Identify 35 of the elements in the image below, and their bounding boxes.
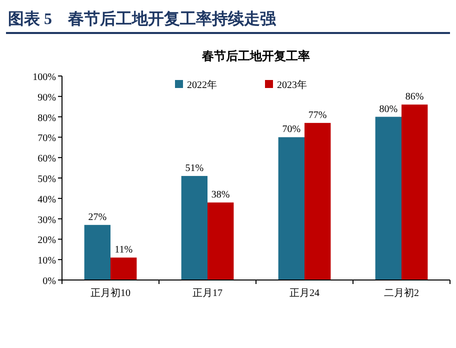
y-tick-label: 60% <box>38 154 56 165</box>
data-label: 70% <box>282 124 301 136</box>
y-tick-label: 20% <box>38 235 56 246</box>
data-label: 11% <box>114 244 133 256</box>
data-label: 27% <box>88 212 107 223</box>
data-label: 80% <box>379 104 398 115</box>
y-tick-label: 40% <box>38 194 56 206</box>
chart-subtitle: 春节后工地开复工率 <box>201 49 310 63</box>
data-label: 51% <box>185 162 204 174</box>
data-label: 86% <box>405 92 424 103</box>
x-tick-label: 正月17 <box>192 288 222 299</box>
y-tick-label: 10% <box>38 256 56 267</box>
y-tick-label: 80% <box>38 112 56 124</box>
y-tick-label: 0% <box>42 276 56 287</box>
y-tick-label: 100% <box>32 72 56 83</box>
bar <box>278 137 304 280</box>
legend-label: 2022年 <box>187 79 217 91</box>
bar <box>304 122 331 280</box>
data-label: 38% <box>211 189 230 200</box>
x-tick-label: 正月初10 <box>90 287 130 299</box>
bar <box>181 176 208 280</box>
bar <box>84 224 110 280</box>
x-tick-label: 正月24 <box>290 288 320 299</box>
legend-label: 2023年 <box>277 79 307 91</box>
bar <box>110 258 137 280</box>
bar <box>375 116 402 280</box>
data-label: 77% <box>308 110 327 121</box>
y-tick-label: 70% <box>38 133 56 144</box>
y-tick-label: 30% <box>38 214 56 226</box>
y-tick-label: 90% <box>38 92 56 104</box>
bar <box>208 202 234 280</box>
y-tick-label: 50% <box>38 174 56 185</box>
chart-title: 图表 5 春节后工地开复工率持续走强 <box>8 9 277 28</box>
bar <box>402 104 428 280</box>
x-tick-label: 二月初2 <box>384 287 419 299</box>
